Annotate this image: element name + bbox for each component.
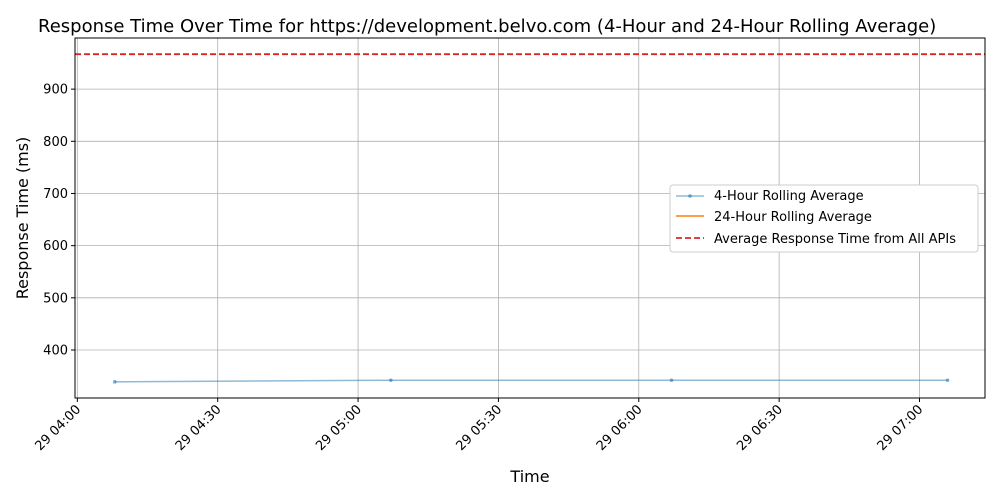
data-point <box>389 378 393 383</box>
legend-label-average: Average Response Time from All APIs <box>714 232 956 247</box>
x-axis-label: Time <box>509 467 549 486</box>
series-line-4h-rolling <box>114 379 948 383</box>
x-tick-label: 29 04:00 <box>32 402 84 454</box>
chart-title: Response Time Over Time for https://deve… <box>38 16 936 37</box>
x-tick-label: 29 06:00 <box>594 402 646 454</box>
y-axis-label: Response Time (ms) <box>13 137 32 300</box>
y-tick-label: 800 <box>43 135 68 150</box>
y-tick-label: 400 <box>43 344 68 359</box>
y-tick-label: 600 <box>43 239 68 254</box>
legend: 4-Hour Rolling Average 24-Hour Rolling A… <box>669 184 979 253</box>
data-point <box>945 378 950 383</box>
legend-label-4h: 4-Hour Rolling Average <box>714 189 864 204</box>
legend-frame <box>669 184 979 253</box>
plot-frame <box>74 37 986 399</box>
x-tick-label: 29 07:00 <box>875 402 927 454</box>
x-tick-label: 29 05:30 <box>454 402 506 454</box>
legend-marker-4h <box>688 194 692 198</box>
data-point <box>112 380 117 384</box>
x-tick-label: 29 05:00 <box>313 402 365 454</box>
series-layer <box>75 53 985 384</box>
x-tick-label: 29 04:30 <box>173 402 225 454</box>
x-tick-label: 29 06:30 <box>734 402 786 454</box>
y-tick-label: 900 <box>43 83 68 98</box>
data-point <box>669 378 674 383</box>
y-tick-label: 700 <box>43 187 68 202</box>
y-tick-label: 500 <box>43 291 68 306</box>
legend-label-24h: 24-Hour Rolling Average <box>714 210 872 225</box>
